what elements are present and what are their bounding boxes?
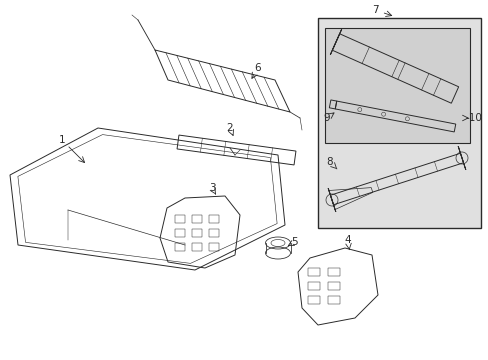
Text: 1: 1 (59, 135, 65, 145)
Text: 4: 4 (344, 235, 350, 245)
Bar (192, 215, 202, 223)
Bar (317, 18, 480, 228)
Bar (175, 229, 184, 237)
Bar (208, 229, 219, 237)
Text: 2: 2 (226, 123, 233, 133)
Bar (175, 215, 184, 223)
Bar (192, 243, 202, 251)
Bar (208, 215, 219, 223)
Text: 3: 3 (208, 183, 215, 193)
Bar (327, 296, 339, 304)
Bar (208, 243, 219, 251)
Bar (307, 296, 319, 304)
Bar (307, 268, 319, 276)
Text: -10: -10 (465, 113, 482, 123)
Bar (325, 28, 469, 143)
Bar (175, 243, 184, 251)
Text: 7: 7 (371, 5, 378, 15)
Bar (327, 268, 339, 276)
Text: 9: 9 (323, 113, 329, 123)
Bar (192, 229, 202, 237)
Bar (327, 282, 339, 290)
Text: 8: 8 (326, 157, 333, 167)
Text: 6: 6 (254, 63, 261, 73)
Bar (307, 282, 319, 290)
Text: 5: 5 (291, 237, 298, 247)
